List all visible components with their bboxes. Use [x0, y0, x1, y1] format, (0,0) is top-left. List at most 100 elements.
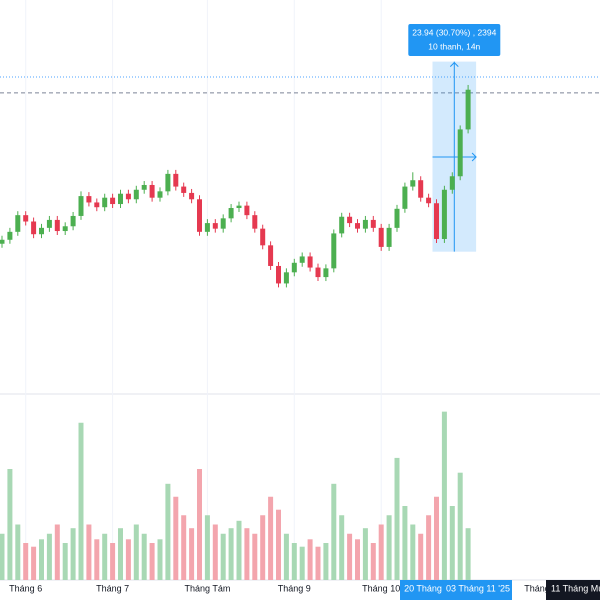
volume-bar	[181, 515, 187, 580]
candle-body	[276, 265, 281, 284]
candle-body	[347, 216, 353, 224]
volume-bar	[331, 483, 337, 580]
volume-bar	[426, 515, 432, 580]
candle-body	[149, 184, 155, 198]
candle-body	[362, 219, 368, 229]
volume-bar	[141, 533, 147, 580]
candle-body	[165, 173, 171, 192]
candle-body	[331, 233, 337, 269]
volume-bar	[157, 539, 163, 580]
x-tick-label: Tháng 10	[362, 583, 400, 593]
candle-body	[434, 203, 439, 239]
volume-bar	[197, 469, 202, 580]
volume-bar	[165, 483, 171, 580]
volume-bar	[449, 506, 455, 580]
volume-bar	[7, 469, 13, 580]
volume-bar	[323, 543, 329, 580]
x-tick-label: Tháng	[524, 583, 550, 593]
volume-bar	[228, 528, 234, 580]
candle-body	[244, 205, 250, 216]
candle-body	[228, 208, 234, 219]
volume-bar	[457, 472, 463, 580]
volume-bar	[386, 515, 392, 580]
candle-body	[252, 215, 258, 229]
volume-bar	[110, 543, 116, 580]
volume-bar	[291, 543, 297, 580]
candle-body	[260, 228, 266, 246]
candle-body	[157, 191, 163, 198]
volume-bar	[402, 506, 408, 580]
candle-body	[339, 216, 345, 234]
candle-body	[220, 218, 226, 229]
candle-body	[78, 196, 84, 216]
candle-body	[141, 184, 147, 190]
measure-arrow-right	[471, 152, 477, 162]
volume-bar	[102, 533, 108, 580]
measure-tooltip	[408, 24, 501, 56]
x-tick-label: Tháng Tám	[184, 583, 230, 593]
x-tick-label: Tháng 9	[278, 583, 311, 593]
volume-bar	[355, 539, 360, 580]
volume-bar	[441, 411, 447, 580]
candle-body	[46, 219, 52, 228]
volume-bar	[276, 509, 281, 580]
candle-body	[418, 180, 424, 198]
measure-end-label: 03 Tháng 11 '25	[446, 583, 510, 593]
candle-body	[54, 219, 60, 232]
candle-body	[204, 223, 210, 232]
candle-body	[133, 189, 139, 200]
candle-body	[268, 245, 274, 266]
measure-axis-range	[400, 580, 512, 600]
crosshair-time-text: 11 Tháng Mười	[551, 583, 600, 593]
volume-bar	[23, 543, 29, 580]
volume-bar	[244, 528, 250, 580]
candle-body	[173, 173, 179, 187]
measure-text: 23.94 (30.70%) , 2394	[412, 27, 496, 37]
candle-body	[7, 231, 13, 240]
volume-bar	[31, 546, 37, 580]
volume-bar	[362, 528, 368, 580]
candle-body	[307, 256, 313, 268]
candle-body	[394, 208, 400, 228]
candle-body	[386, 227, 392, 247]
candle-body	[291, 262, 297, 273]
candle-body	[426, 197, 432, 204]
volume-bar	[283, 533, 289, 580]
volume-bar	[220, 533, 226, 580]
candle-body	[465, 89, 471, 130]
candle-body	[370, 219, 376, 228]
candle-body	[299, 256, 305, 263]
x-tick-label: Tháng 7	[96, 583, 129, 593]
volume-bar	[70, 528, 76, 580]
measure-start-label: 20 Tháng	[404, 583, 442, 593]
volume-bar	[418, 533, 424, 580]
candle-body	[402, 186, 408, 209]
candle-body	[86, 196, 92, 203]
volume-bar	[339, 515, 345, 580]
volume-bar	[236, 520, 242, 580]
volume-bar	[46, 533, 52, 580]
candle-body	[23, 215, 29, 222]
volume-bar	[125, 539, 131, 580]
candle-body	[378, 227, 384, 247]
volume-bar	[212, 524, 218, 580]
volume-bar	[370, 543, 376, 580]
volume-bar	[173, 496, 179, 580]
volume-bar	[54, 524, 60, 580]
volume-bar	[78, 422, 84, 580]
volume-bar	[149, 543, 155, 580]
candle-body	[39, 227, 44, 235]
candle-body	[110, 197, 116, 205]
volume-bar	[133, 524, 139, 580]
volume-bar	[465, 528, 471, 580]
candle-body	[125, 193, 131, 200]
candle-body	[457, 129, 463, 177]
candle-body	[441, 189, 447, 239]
volume-bar	[118, 528, 123, 580]
volume-bar	[204, 515, 210, 580]
candle-body	[62, 226, 68, 232]
volume-bar	[378, 524, 384, 580]
candle-body	[118, 193, 123, 205]
